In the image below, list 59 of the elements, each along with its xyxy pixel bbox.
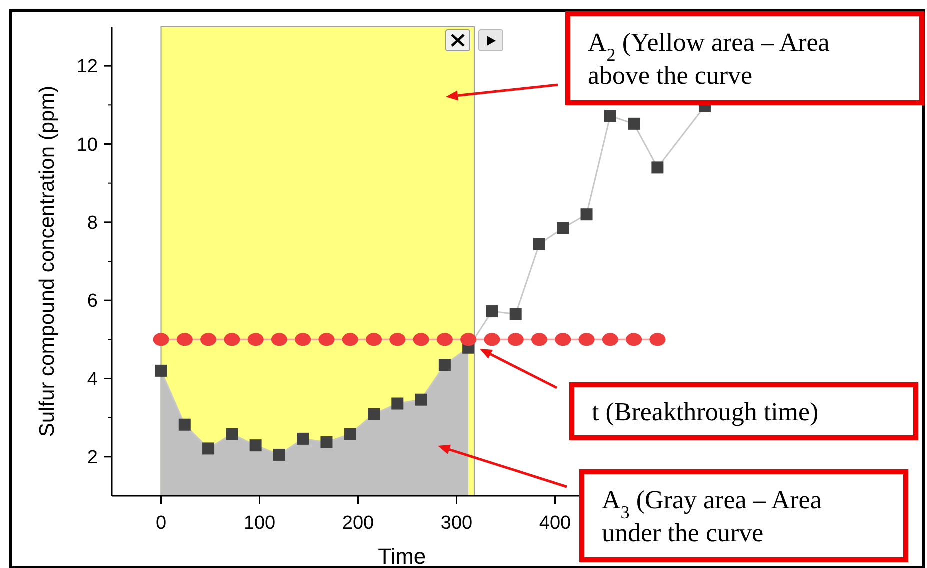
point — [484, 333, 500, 346]
point — [273, 448, 286, 461]
point — [248, 333, 264, 346]
point — [153, 333, 170, 346]
point — [178, 418, 191, 431]
point — [342, 333, 358, 346]
point — [202, 442, 215, 455]
point — [295, 333, 312, 346]
point — [392, 398, 404, 410]
x-tick-label: 300 — [440, 513, 473, 534]
point — [344, 428, 356, 440]
point — [320, 436, 333, 448]
point — [226, 428, 238, 440]
point — [628, 118, 640, 130]
point — [438, 359, 451, 372]
point — [652, 162, 664, 174]
annotation: A$_{2}$ (Yellow area – Area above the curve — [588, 28, 830, 90]
point — [557, 222, 570, 234]
point — [555, 333, 572, 346]
point — [200, 333, 217, 346]
x-tick-label: 400 — [539, 513, 572, 534]
point — [510, 308, 522, 320]
point — [368, 408, 380, 420]
x-axis-title: Time — [378, 544, 426, 568]
point — [224, 333, 240, 346]
point — [318, 333, 335, 346]
point — [650, 333, 666, 346]
point — [626, 333, 642, 346]
point — [436, 333, 453, 346]
point — [460, 333, 477, 346]
point — [176, 333, 193, 346]
point — [415, 394, 428, 406]
point — [604, 110, 616, 122]
x-tick-label: 200 — [342, 513, 374, 534]
y-tick-label: 12 — [76, 56, 98, 78]
point — [297, 432, 310, 445]
point — [580, 208, 593, 221]
point — [486, 306, 498, 318]
y-tick-label: 10 — [76, 134, 98, 156]
point — [413, 333, 430, 346]
point — [366, 333, 382, 346]
annotation: t (Breakthrough time) — [592, 398, 819, 426]
point — [578, 333, 595, 346]
point — [602, 333, 618, 346]
point — [155, 364, 168, 377]
point — [250, 440, 262, 452]
x-tick-label: 0 — [156, 513, 167, 534]
y-tick-label: 6 — [87, 291, 98, 312]
x-tick-label: 100 — [244, 513, 276, 534]
point — [531, 333, 548, 346]
point — [390, 333, 406, 346]
point — [508, 333, 524, 346]
y-tick-label: 8 — [87, 213, 98, 234]
point — [271, 333, 288, 346]
y-tick-label: 2 — [87, 448, 98, 469]
point — [533, 238, 546, 250]
annotation: A$_{3}$ (Gray area – Area under the curve — [602, 486, 822, 548]
y-tick-label: 4 — [87, 369, 98, 390]
y-axis-title: Sulfur compound concentration (ppm) — [36, 86, 59, 438]
